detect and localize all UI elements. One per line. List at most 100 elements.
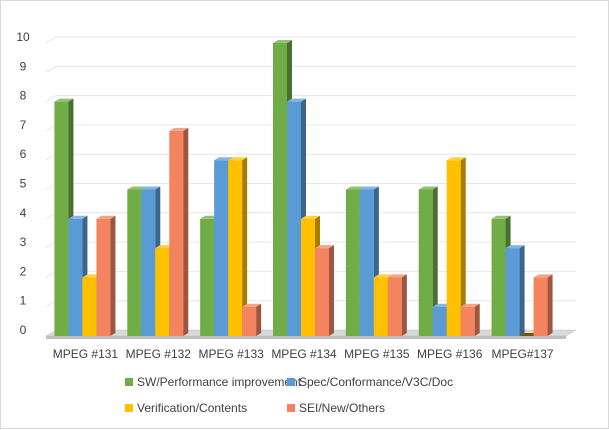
bar-top	[214, 157, 234, 161]
bar-side	[474, 303, 480, 336]
bar-front	[432, 306, 447, 336]
bar-front	[127, 189, 142, 336]
bar-top	[505, 245, 525, 249]
bar-front	[228, 160, 243, 336]
bar-front	[533, 277, 548, 336]
bar-side	[329, 245, 334, 336]
bar-top	[96, 215, 116, 219]
gridline-depth	[45, 65, 57, 73]
bar-front	[273, 43, 287, 336]
y-tick-label: 10	[16, 30, 30, 44]
legend-swatch	[287, 378, 295, 386]
gridline-depth	[45, 300, 57, 308]
bar-front	[54, 101, 69, 336]
bar-front	[373, 277, 388, 336]
bar-front	[460, 306, 475, 336]
bar-front	[82, 277, 97, 336]
bar-front	[418, 189, 433, 336]
bar	[446, 157, 466, 336]
y-tick-label: 3	[20, 235, 27, 249]
bar-front	[96, 218, 111, 336]
gridline-depth	[45, 36, 57, 44]
x-tick-label: MPEG #134	[271, 347, 337, 361]
x-tick-label: MPEG#137	[492, 347, 554, 361]
bar	[460, 303, 480, 336]
bar-front	[387, 277, 402, 336]
y-tick-label: 7	[20, 118, 27, 132]
x-tick-label: MPEG #136	[417, 347, 483, 361]
bar	[533, 274, 553, 336]
bar-side	[242, 157, 248, 336]
bar-top	[301, 215, 320, 219]
bar-front	[242, 306, 257, 336]
gridline-depth	[45, 124, 57, 132]
bar-top	[54, 98, 74, 102]
gridline-depth	[45, 241, 57, 249]
legend-label: Verification/Contents	[137, 401, 247, 415]
bar-side	[519, 245, 525, 336]
bar-front	[155, 248, 170, 336]
legend-item: SEI/New/Others	[287, 401, 385, 415]
bar-front	[446, 160, 461, 336]
legend-label: Spec/Conformance/V3C/Doc	[299, 375, 453, 389]
bar-side	[460, 157, 466, 336]
bar-side	[547, 274, 553, 336]
y-tick-label: 2	[20, 264, 27, 278]
bar-top	[273, 40, 292, 43]
bar-front	[287, 101, 301, 336]
bar-front	[345, 189, 360, 336]
gridline-depth	[45, 183, 57, 190]
legend-swatch	[125, 404, 133, 412]
bar-top	[387, 274, 407, 278]
gridline-depth	[45, 270, 57, 278]
bar-front	[505, 248, 520, 336]
y-tick-label: 8	[20, 89, 27, 103]
bar-front	[68, 218, 83, 336]
legend-label: SW/Performance improvement	[137, 375, 302, 389]
bar	[228, 157, 248, 336]
bar-top	[315, 245, 334, 249]
bar	[315, 245, 334, 336]
gridline-depth	[45, 95, 57, 103]
y-axis-tick-labels: 0 1 2 3 4 5 6 7 8 9 10	[16, 30, 30, 337]
bar-side	[110, 215, 116, 336]
bar-top	[287, 98, 306, 102]
x-axis-tick-labels: MPEG #131 MPEG #132 MPEG #133 MPEG #134 MPEG…	[53, 347, 554, 361]
legend-item: SW/Performance improvement	[125, 375, 302, 389]
bar-front	[315, 248, 329, 336]
bar-front	[359, 189, 374, 336]
bar-front	[214, 160, 229, 336]
bar-side	[401, 274, 407, 336]
bar-side	[183, 127, 189, 337]
bar-side	[432, 186, 438, 336]
bar-top	[127, 186, 147, 190]
bar-top	[533, 274, 553, 278]
bar-top	[460, 303, 480, 307]
legend-label: SEI/New/Others	[299, 401, 385, 415]
chart-floor-edge	[46, 336, 566, 339]
bar-top	[141, 186, 161, 190]
y-tick-label: 5	[20, 177, 27, 191]
bar	[418, 186, 438, 336]
bars	[54, 40, 553, 337]
y-tick-label: 4	[20, 206, 27, 220]
bar-top	[228, 157, 248, 161]
bar-front	[200, 218, 215, 336]
gridline-depth	[45, 212, 57, 220]
gridline-depth	[45, 153, 57, 161]
bar-front	[301, 218, 315, 336]
bar-front	[141, 189, 156, 336]
x-tick-label: MPEG #132	[126, 347, 192, 361]
bar-side	[256, 303, 262, 336]
legend: SW/Performance improvementSpec/Conforman…	[125, 375, 453, 415]
x-tick-label: MPEG #131	[53, 347, 119, 361]
bar-front	[491, 218, 506, 336]
bar-top	[345, 186, 365, 190]
bar-top	[68, 215, 88, 219]
y-tick-label: 6	[20, 147, 27, 161]
bar-top	[418, 186, 438, 190]
bar-front	[169, 130, 184, 336]
bar-top	[491, 215, 511, 219]
